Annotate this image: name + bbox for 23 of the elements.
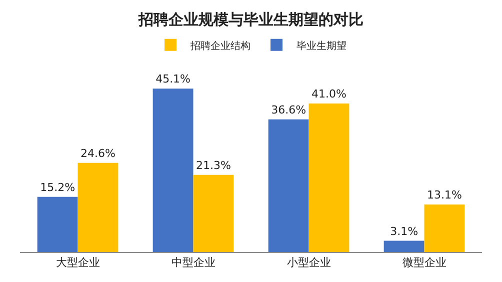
data-label: 15.2% [40, 180, 76, 194]
chart-title: 招聘企业规模与毕业生期望的对比 [138, 10, 364, 29]
x-tick-label: 小型企业 [286, 256, 331, 270]
legend-label: 毕业生期望 [296, 40, 346, 52]
x-tick-label: 微型企业 [402, 256, 446, 270]
data-label: 36.6% [271, 103, 306, 116]
bar [78, 162, 118, 252]
bar [268, 119, 309, 252]
legend-label: 招聘企业结构 [190, 40, 250, 52]
bar [384, 240, 424, 252]
data-label: 13.1% [426, 188, 462, 202]
data-label: 41.0% [311, 87, 346, 100]
bar [308, 103, 350, 252]
bar [424, 204, 465, 252]
bar [193, 174, 234, 252]
data-label: 45.1% [156, 72, 191, 86]
data-label: 24.6% [80, 146, 116, 160]
x-tick-label: 中型企业 [171, 256, 216, 270]
bar [152, 88, 194, 252]
x-tick-label: 大型企业 [56, 256, 100, 270]
data-label: 21.3% [196, 158, 231, 172]
data-label: 3.1% [390, 224, 418, 238]
bar [37, 196, 78, 252]
